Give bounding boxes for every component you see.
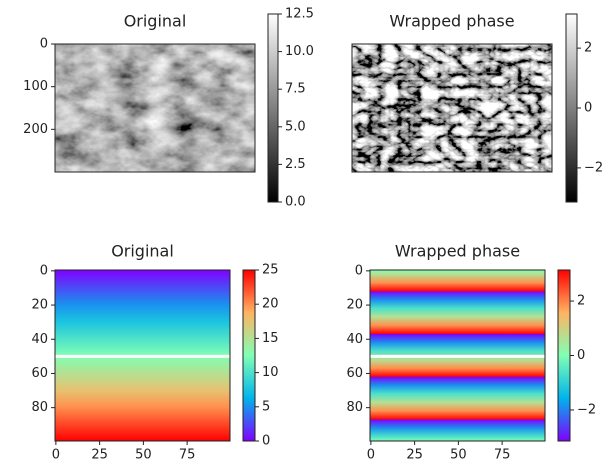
x-tick-label: 75 — [179, 448, 196, 463]
subplot-title: Original — [124, 12, 187, 31]
y-tick-label: 0 — [40, 37, 48, 52]
subplot-title: Wrapped phase — [389, 12, 514, 31]
image — [55, 44, 255, 172]
colorbar — [243, 270, 255, 441]
colorbar-tick-label: 5.0 — [285, 119, 306, 134]
colorbar — [558, 270, 570, 441]
colorbar-tick-label: 15 — [262, 331, 279, 346]
colorbar-tick-label: 0 — [262, 434, 270, 449]
y-tick-label: 0 — [40, 263, 48, 278]
subplot-title: Original — [111, 242, 174, 261]
x-tick-label: 75 — [494, 448, 511, 463]
y-tick-label: 20 — [346, 298, 363, 313]
x-tick-label: 0 — [52, 448, 60, 463]
colorbar-tick-label: 25 — [262, 263, 279, 278]
x-tick-label: 25 — [406, 448, 423, 463]
y-tick-label: 40 — [346, 332, 363, 347]
y-tick-label: 0 — [355, 263, 363, 278]
colorbar-tick-label: 0 — [584, 101, 592, 116]
subplot-title: Wrapped phase — [395, 242, 520, 261]
colorbar-tick-label: 20 — [262, 297, 279, 312]
colorbar-tick-label: 0.0 — [285, 195, 306, 210]
colorbar-tick-label: 10 — [262, 365, 279, 380]
colorbar-tick-label: −2 — [584, 160, 603, 175]
colorbar-tick-label: 12.5 — [285, 7, 314, 22]
image — [352, 44, 552, 172]
masked-row — [370, 355, 545, 358]
figure: Original01002000.02.55.07.510.012.5Wrapp… — [0, 0, 606, 467]
y-tick-label: 80 — [346, 400, 363, 415]
colorbar — [566, 14, 577, 202]
x-tick-label: 0 — [367, 448, 375, 463]
colorbar — [268, 14, 278, 202]
colorbar-tick-label: 2 — [577, 294, 585, 309]
colorbar-tick-label: 5 — [262, 399, 270, 414]
x-tick-label: 50 — [450, 448, 467, 463]
y-tick-label: 20 — [31, 298, 48, 313]
colorbar-tick-label: 0 — [577, 348, 585, 363]
colorbar-tick-label: 10.0 — [285, 44, 314, 59]
x-tick-label: 50 — [135, 448, 152, 463]
y-tick-label: 60 — [31, 366, 48, 381]
y-tick-label: 60 — [346, 366, 363, 381]
colorbar-tick-label: 2.5 — [285, 157, 306, 172]
colorbar-tick-label: 2 — [584, 41, 592, 56]
y-tick-label: 200 — [23, 122, 48, 137]
y-tick-label: 100 — [23, 79, 48, 94]
x-tick-label: 25 — [91, 448, 108, 463]
masked-row — [55, 355, 230, 358]
y-tick-label: 40 — [31, 332, 48, 347]
colorbar-tick-label: −2 — [577, 402, 596, 417]
colorbar-tick-label: 7.5 — [285, 82, 306, 97]
y-tick-label: 80 — [31, 400, 48, 415]
